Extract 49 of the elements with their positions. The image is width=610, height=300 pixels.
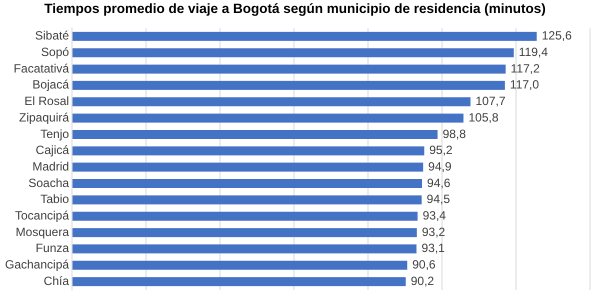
data-label: 93,1 <box>421 241 446 256</box>
chart-title: Tiempos promedio de viaje a Bogotá según municipio de residencia (minutos) <box>43 1 547 16</box>
bar <box>72 244 416 254</box>
data-label: 94,9 <box>428 159 452 174</box>
bar <box>72 146 424 156</box>
y-tick-label: Chía <box>44 274 70 288</box>
bar <box>72 195 422 204</box>
bar <box>72 114 464 123</box>
data-label: 119,4 <box>518 45 548 60</box>
y-tick-label: Mosquera <box>16 224 70 239</box>
y-tick-label: El Rosal <box>24 94 70 108</box>
bar <box>72 48 514 58</box>
data-label: 93,2 <box>422 224 446 239</box>
data-label: 107,7 <box>476 94 506 108</box>
y-tick-label: Funza <box>36 241 70 256</box>
data-label: 93,4 <box>422 208 446 223</box>
bar <box>72 64 506 74</box>
y-tick-label: Tocancipá <box>14 208 70 223</box>
y-tick-label: Madrid <box>32 159 70 174</box>
bar <box>72 162 424 172</box>
y-tick-label: Facatativá <box>14 61 70 76</box>
y-tick-label: Gachancipá <box>4 258 70 272</box>
data-label: 90,6 <box>412 258 436 272</box>
y-tick-label: Sibaté <box>35 28 70 43</box>
y-tick-label: Bojacá <box>32 78 70 92</box>
data-label: 125,6 <box>542 28 572 43</box>
bar <box>72 97 470 106</box>
bar <box>72 228 417 238</box>
bar <box>72 212 418 221</box>
y-tick-label: Zipaquirá <box>19 110 70 124</box>
y-tick-label: Cajicá <box>36 143 70 158</box>
y-tick-label: Sopó <box>41 45 70 60</box>
y-tick-label: Soacha <box>28 176 70 190</box>
bar <box>72 32 537 41</box>
y-tick-label: Tenjo <box>40 126 70 141</box>
data-label: 117,0 <box>510 78 540 92</box>
data-label: 94,5 <box>426 192 450 206</box>
data-label: 105,8 <box>468 110 499 124</box>
data-label: 95,2 <box>429 143 453 158</box>
bar <box>72 179 422 188</box>
data-label: 117,2 <box>510 61 540 76</box>
data-label: 90,2 <box>410 274 434 288</box>
y-tick-label: Tabio <box>40 192 70 206</box>
bar <box>72 260 408 270</box>
data-label: 94,6 <box>427 176 451 190</box>
bar <box>72 130 438 139</box>
data-label: 98,8 <box>442 126 466 141</box>
bar <box>72 80 505 90</box>
bar <box>72 277 406 286</box>
